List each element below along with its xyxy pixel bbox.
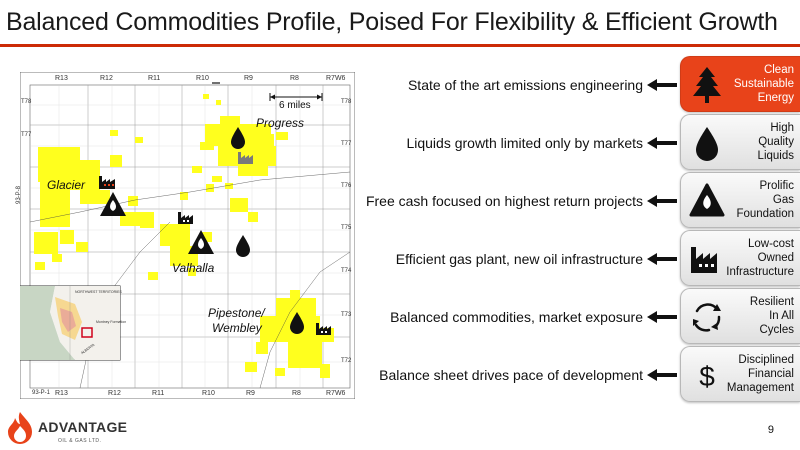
township-label: T78 <box>341 99 352 105</box>
range-label-top: R7W6 <box>326 75 346 82</box>
place-label-valhalla: Valhalla <box>172 261 215 275</box>
pipestone-plant-icon <box>316 323 331 335</box>
range-label-bottom: R9 <box>246 390 255 397</box>
attribute-row: Balanced commodities, market exposure Re… <box>360 288 800 346</box>
arrow-left-icon <box>647 137 677 149</box>
glacier-plant-icon <box>99 176 115 189</box>
place-label-glacier: Glacier <box>47 178 86 192</box>
township-label: T77 <box>341 141 352 147</box>
row-text: Liquids growth limited only by markets <box>406 135 643 151</box>
inset-label: NORTHWEST TERRITORIES <box>75 290 122 294</box>
tab-resilient-in-all-cycles[interactable]: Resilient In All Cycles <box>680 288 800 344</box>
place-label-pipestone: Pipestone/ <box>208 306 265 320</box>
tab-prolific-gas-foundation[interactable]: Prolific Gas Foundation <box>680 172 800 228</box>
logo-subtitle: OIL & GAS LTD. <box>58 438 102 444</box>
row-text: Free cash focused on highest return proj… <box>365 193 643 209</box>
tab-high-quality-liquids[interactable]: High Quality Liquids <box>680 114 800 170</box>
arrow-left-icon <box>647 195 677 207</box>
township-label: T72 <box>341 358 352 364</box>
tab-label: Resilient In All Cycles <box>749 296 794 336</box>
township-label-left: T78 <box>21 99 32 105</box>
pipestone-oil-drop-icon <box>290 312 304 334</box>
township-label: T75 <box>341 225 352 231</box>
map-sheet-label: 93-P-1 <box>32 390 51 396</box>
land-holdings <box>34 94 334 378</box>
company-logo: ADVANTAGE OIL & GAS LTD. <box>6 410 156 450</box>
township-label: T74 <box>341 268 352 274</box>
logo-name: ADVANTAGE <box>38 419 128 435</box>
attribute-row: Balance sheet drives pace of development… <box>360 346 800 404</box>
progress-plant-icon <box>238 152 253 164</box>
range-label-top: R11 <box>148 75 161 82</box>
oil-drop-icon <box>696 127 718 161</box>
tab-disciplined-financial-management[interactable]: $ Disciplined Financial Management <box>680 346 800 402</box>
arrow-left-icon <box>647 79 677 91</box>
scale-bar <box>269 93 323 101</box>
title-divider <box>0 44 800 47</box>
valhalla-oil-drop-icon <box>236 235 250 257</box>
place-label-wembley: Wembley <box>212 321 262 335</box>
range-label-bottom: R12 <box>108 390 121 397</box>
inset-label: Montney Formation <box>96 320 127 324</box>
tab-low-cost-owned-infrastructure[interactable]: Low-cost Owned Infrastructure <box>680 230 800 286</box>
page-title: Balanced Commodities Profile, Poised For… <box>6 8 778 36</box>
tab-label: Clean Sustainable Energy <box>733 64 794 104</box>
tree-icon <box>693 67 721 103</box>
range-label-top: R10 <box>196 75 209 82</box>
range-label-bottom: R11 <box>152 390 165 397</box>
attribute-row: Liquids growth limited only by markets H… <box>360 114 800 172</box>
tab-label: Prolific Gas Foundation <box>736 180 794 220</box>
page-number: 9 <box>767 424 774 436</box>
township-label: T76 <box>341 183 352 189</box>
map-canvas <box>20 72 355 399</box>
attribute-row: Free cash focused on highest return proj… <box>360 172 800 230</box>
range-label-bottom: R10 <box>202 390 215 397</box>
attribute-row: Efficient gas plant, new oil infrastruct… <box>360 230 800 288</box>
township-label: T73 <box>341 312 352 318</box>
cycle-arrows-icon <box>693 303 721 332</box>
gas-flame-icon <box>689 183 725 217</box>
range-label-top: R8 <box>290 75 299 82</box>
row-text: Balance sheet drives pace of development <box>379 367 643 383</box>
svg-text:$: $ <box>699 361 715 392</box>
valhalla-gas-flame-icon <box>188 230 214 254</box>
range-label-top: R12 <box>100 75 113 82</box>
arrow-left-icon <box>647 253 677 265</box>
logo-flame-icon <box>8 412 32 444</box>
valhalla-plant-icon <box>178 212 193 224</box>
place-label-progress: Progress <box>256 116 305 130</box>
row-text: State of the art emissions engineering <box>407 77 643 93</box>
attribute-row: State of the art emissions engineering C… <box>360 56 800 114</box>
tab-label: Low-cost Owned Infrastructure <box>726 238 794 278</box>
map-sheet-label: 93-P-8 <box>16 185 23 205</box>
range-label-bottom: R13 <box>55 390 68 397</box>
arrow-left-icon <box>647 311 677 323</box>
row-text: Efficient gas plant, new oil infrastruct… <box>395 251 643 267</box>
tab-label: Disciplined Financial Management <box>726 354 794 394</box>
dollar-icon: $ <box>699 361 715 392</box>
township-label-left: T77 <box>21 132 32 138</box>
land-map: R13 R12 R11 R10 R9 R8 R7W6 R13 R12 R11 R… <box>16 72 355 399</box>
tab-clean-sustainable-energy[interactable]: Clean Sustainable Energy <box>680 56 800 112</box>
arrow-left-icon <box>647 369 677 381</box>
scale-label: 6 miles <box>279 100 311 111</box>
inset-locator-map <box>20 285 121 361</box>
row-text: Balanced commodities, market exposure <box>390 309 643 325</box>
range-label-bottom: R7W6 <box>326 390 346 397</box>
progress-oil-drop-icon <box>231 127 245 149</box>
range-label-top: R9 <box>244 75 253 82</box>
range-label-top: R13 <box>55 75 68 82</box>
tab-label: High Quality Liquids <box>757 122 794 162</box>
range-label-bottom: R8 <box>292 390 301 397</box>
glacier-gas-flame-icon <box>100 192 126 216</box>
factory-icon <box>691 247 717 273</box>
